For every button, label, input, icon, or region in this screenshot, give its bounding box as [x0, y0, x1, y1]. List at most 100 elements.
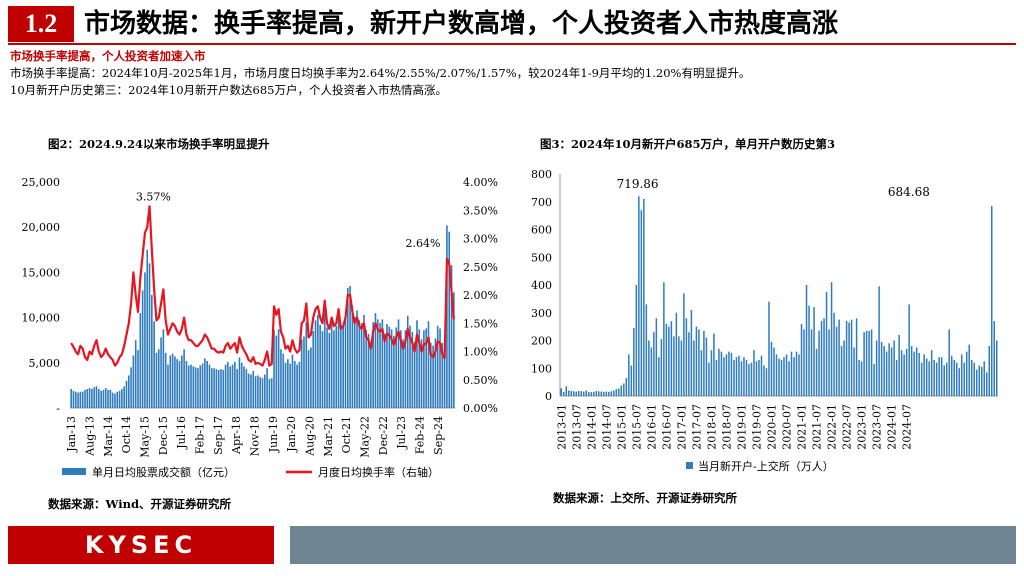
chart2-bar	[870, 329, 873, 396]
chart2-bar	[793, 357, 795, 396]
chart1-bar	[328, 332, 331, 408]
chart1-bar	[123, 386, 125, 408]
chart2-bar	[913, 351, 915, 396]
chart1-bar	[323, 306, 326, 408]
chart1-bar	[95, 386, 98, 408]
chart2-legend-swatch	[686, 462, 693, 469]
chart1-bar	[351, 305, 354, 408]
chart2-bar	[820, 321, 823, 396]
chart2-bar	[600, 391, 603, 396]
chart2-bar	[733, 359, 735, 396]
chart1-bar	[151, 295, 153, 408]
chart2-bar	[603, 391, 605, 396]
chart2-bar	[655, 318, 658, 396]
chart2-x-tick: 2015-07	[630, 404, 643, 450]
chart1-bar	[141, 290, 144, 408]
chart1-x-tick: Jul-16	[175, 416, 188, 450]
chart2-bar	[588, 391, 590, 396]
chart1-bar	[450, 265, 453, 408]
chart2-bar	[685, 318, 688, 396]
chart2-y-tick: 800	[531, 168, 552, 181]
chart1-bar	[298, 361, 301, 408]
chart1-bar	[81, 391, 84, 408]
chart2-bar	[673, 336, 675, 396]
chart1-x-tick: May-22	[359, 416, 372, 458]
chart1-bar	[381, 319, 384, 408]
chart1-bar	[250, 374, 252, 408]
chart1-bar	[236, 369, 238, 408]
chart1-bar	[273, 330, 275, 408]
chart1-bar	[164, 352, 167, 408]
chart1-bar	[178, 360, 181, 408]
chart2-bar	[760, 355, 763, 396]
chart1-x-tick: Oct-21	[340, 416, 353, 453]
chart1-bar	[439, 328, 441, 408]
chart2-bar	[965, 351, 968, 396]
chart2-bar	[698, 329, 700, 396]
chart2-bar	[630, 365, 633, 396]
chart1-bar	[137, 350, 139, 408]
chart1-bar	[280, 349, 282, 408]
chart1-bar	[360, 323, 363, 408]
chart1-y-right-tick: 1.00%	[463, 346, 498, 359]
chart1-bar	[413, 342, 416, 408]
chart1-bar	[197, 368, 199, 408]
chart2-bar	[973, 362, 975, 396]
chart2-bar	[590, 392, 593, 396]
chart1-bar	[144, 272, 146, 408]
chart2-bar	[850, 319, 853, 396]
chart2-bar	[920, 362, 923, 396]
chart1-y-right-tick: 4.00%	[463, 176, 498, 189]
chart2-bar	[745, 359, 748, 396]
chart1-x-tick: Apr-18	[230, 416, 243, 455]
chart1-bar	[303, 336, 305, 408]
chart2-bar	[593, 391, 595, 396]
chart1-bar	[240, 362, 243, 408]
chart1-bar	[160, 337, 162, 408]
chart2-bar	[930, 350, 933, 396]
chart2-bar	[798, 354, 800, 397]
chart2-bar	[910, 346, 913, 396]
chart1-bar	[91, 389, 93, 408]
chart2-bar	[785, 354, 788, 397]
chart1-bar	[434, 338, 437, 408]
chart1-bar	[77, 392, 79, 408]
chart2-bar	[750, 362, 753, 396]
chart1-bar	[310, 347, 312, 408]
chart2-bar	[953, 359, 955, 396]
chart2-bar	[688, 332, 690, 396]
chart2-source: 数据来源：上交所、开源证券研究所	[553, 491, 737, 505]
chart2-bar	[730, 352, 733, 396]
chart2-bar	[928, 361, 930, 396]
chart2-bar	[823, 318, 825, 396]
chart1-y-left-tick: 25,000	[22, 176, 61, 189]
chart2-bar	[875, 340, 878, 396]
chart1-bar	[187, 365, 190, 408]
chart1-bar	[243, 366, 245, 408]
chart1-y-right-tick: 2.50%	[463, 261, 498, 274]
chart1-bar	[402, 339, 404, 408]
brand-logo: KYSEC	[8, 526, 274, 564]
chart2-bar	[933, 359, 935, 396]
chart1-bar	[453, 292, 455, 408]
chart1-x-tick: Jun-19	[267, 416, 280, 453]
chart2-bar	[620, 385, 623, 396]
chart2-bar	[720, 351, 723, 396]
chart1-legend-bar-swatch	[62, 468, 86, 475]
chart1-bar	[406, 315, 409, 408]
chart2-bar	[580, 391, 583, 396]
chart2-bar	[918, 352, 920, 396]
chart1-bar	[409, 325, 411, 408]
chart2-bar	[985, 372, 988, 396]
chart2-x-tick: 2018-01	[705, 404, 718, 450]
chart2-bar	[808, 305, 810, 396]
chart1-x-tick: Sep-24	[432, 416, 445, 455]
chart2-latest-label: 684.68	[888, 185, 930, 199]
chart2-bar	[650, 347, 653, 396]
chart1-bar	[162, 329, 165, 408]
chart1-bar	[289, 363, 291, 408]
chart2-bar	[713, 333, 715, 396]
chart1-bar	[190, 364, 192, 408]
chart1-bar	[319, 324, 321, 408]
